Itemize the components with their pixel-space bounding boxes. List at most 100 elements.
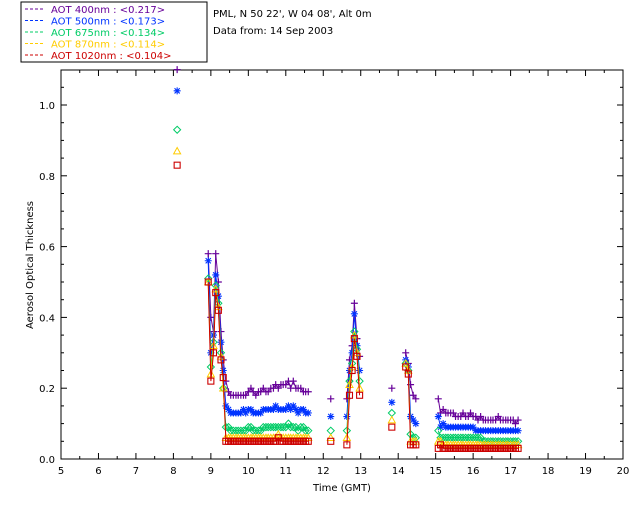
- data-point: [326, 433, 336, 442]
- data-point: [348, 366, 356, 375]
- data-point: [434, 413, 442, 421]
- data-point: [289, 422, 298, 432]
- data-point: [514, 427, 522, 435]
- y-tick-label: 0.0: [39, 455, 55, 466]
- data-point: [407, 413, 415, 421]
- data-point: [388, 384, 396, 392]
- data-point: [211, 284, 221, 293]
- legend-label: AOT 400nm : <0.217>: [51, 5, 165, 16]
- data-point: [387, 415, 397, 424]
- x-axis: 5 6 7 8 9 10 11 12 13 14 15 16 17 18 19 20: [58, 70, 630, 477]
- data-point: [242, 409, 250, 417]
- data-point: [402, 349, 410, 357]
- y-tick-label: 0.8: [39, 172, 55, 183]
- data-point: [173, 161, 181, 169]
- x-tick-label: 7: [133, 466, 139, 477]
- data-point: [327, 437, 335, 445]
- data-point: [411, 433, 421, 442]
- data-point: [284, 402, 292, 410]
- series-1: [173, 87, 522, 435]
- data-point: [173, 87, 181, 95]
- data-point: [222, 402, 230, 410]
- data-point: [345, 380, 354, 388]
- x-tick-label: 19: [579, 466, 592, 477]
- data-point: [477, 413, 485, 421]
- data-point: [299, 422, 308, 432]
- data-point: [350, 310, 358, 318]
- x-tick-label: 6: [95, 466, 101, 477]
- data-point: [204, 278, 212, 286]
- data-point: [348, 349, 356, 357]
- data-point: [264, 388, 272, 396]
- data-point: [217, 338, 225, 346]
- series-line-3: [207, 281, 519, 446]
- data-point: [272, 402, 280, 410]
- data-point: [327, 395, 335, 403]
- data-point: [304, 437, 312, 445]
- x-tick-label: 12: [317, 466, 330, 477]
- y-axis-label: Aerosol Optical Thickness: [25, 201, 36, 329]
- data-point: [219, 374, 227, 382]
- data-point: [242, 391, 250, 399]
- data-point: [278, 422, 288, 432]
- data-point: [402, 363, 410, 371]
- x-axis-label: Time (GMT): [312, 483, 371, 494]
- data-point: [304, 388, 312, 396]
- data-point: [350, 299, 358, 307]
- data-point: [387, 408, 397, 418]
- data-point: [289, 377, 297, 385]
- x-tick-label: 13: [354, 466, 367, 477]
- data-point: [282, 405, 290, 413]
- data-point: [214, 306, 222, 314]
- data-point: [209, 349, 218, 357]
- data-point: [343, 413, 351, 421]
- data-point: [412, 395, 420, 403]
- legend-box: [20, 1, 208, 63]
- data-point: [409, 416, 417, 424]
- data-point: [212, 271, 220, 279]
- data-point: [237, 409, 245, 417]
- data-point: [439, 405, 447, 413]
- data-point: [246, 422, 256, 432]
- data-point: [409, 391, 417, 399]
- legend-label: AOT 500nm : <0.173>: [51, 17, 165, 28]
- data-point: [401, 358, 411, 367]
- data-point: [494, 413, 502, 421]
- data-point: [388, 398, 396, 406]
- data-point: [257, 409, 265, 417]
- data-point: [284, 419, 293, 428]
- data-point: [514, 416, 522, 424]
- data-point: [356, 391, 364, 399]
- data-point: [219, 367, 227, 374]
- data-point: [388, 423, 396, 431]
- data-point: [353, 352, 361, 360]
- x-tick-label: 20: [617, 466, 630, 477]
- data-point: [439, 420, 447, 428]
- data-point: [289, 402, 297, 410]
- data-point: [350, 330, 359, 339]
- y-axis: 0.0 0.2 0.4 0.6 0.8 1.0: [39, 86, 623, 466]
- legend-label: AOT 1020nm : <0.104>: [51, 51, 171, 62]
- legend: AOT 400nm : <0.217>AOT 500nm : <0.173> AO…: [25, 5, 171, 62]
- x-tick-label: 8: [170, 466, 176, 477]
- y-tick-label: 1.0: [39, 101, 55, 112]
- legend-label: AOT 870nm : <0.114>: [51, 40, 165, 51]
- x-tick-label: 5: [58, 466, 64, 477]
- x-tick-label: 16: [467, 466, 480, 477]
- data-point: [259, 384, 267, 392]
- data-point: [173, 66, 181, 74]
- legend-item: AOT 1020nm : <0.104>: [25, 51, 171, 62]
- data-point: [297, 384, 305, 392]
- data-point: [412, 420, 420, 428]
- data-point: [294, 409, 302, 417]
- data-point: [287, 405, 295, 413]
- data-point: [434, 426, 443, 435]
- data-point: [467, 409, 475, 417]
- x-tick-label: 18: [542, 466, 555, 477]
- data-point: [274, 384, 282, 392]
- data-point: [207, 377, 215, 385]
- data-point: [172, 125, 182, 134]
- legend-item: AOT 500nm : <0.173>: [25, 17, 165, 28]
- data-point: [356, 367, 364, 374]
